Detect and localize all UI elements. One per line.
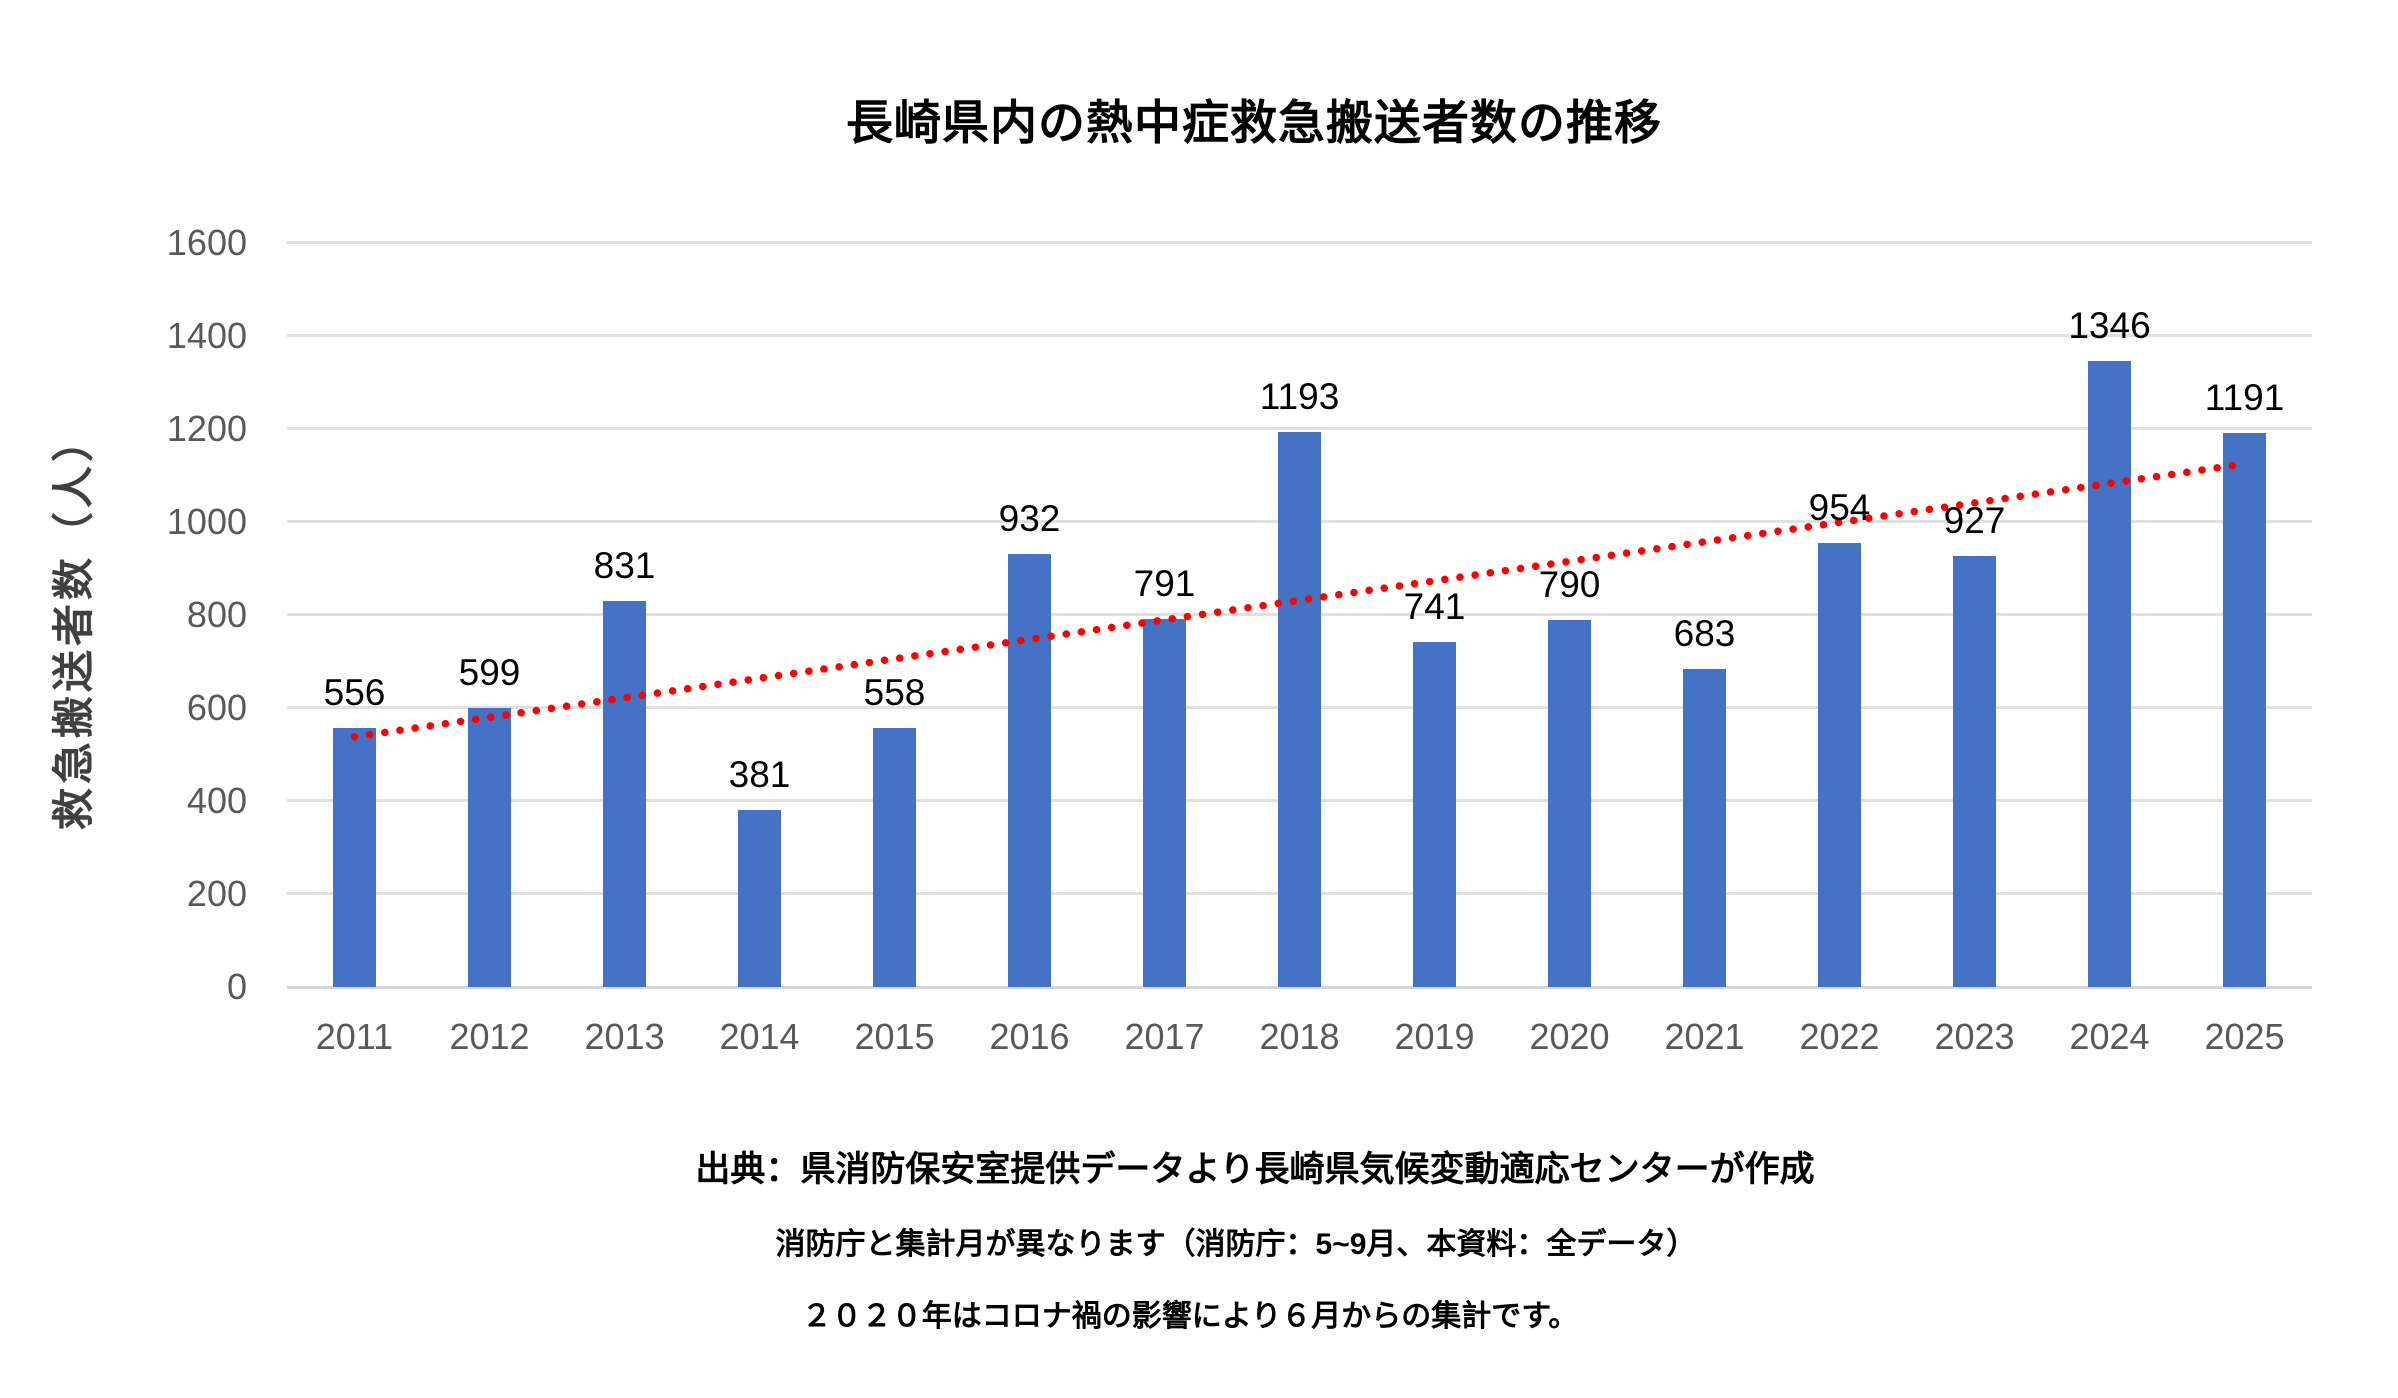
x-tick-label-2021: 2021 <box>1664 1016 1745 1057</box>
bar-value-label-2019: 741 <box>1403 586 1466 628</box>
bar-value-label-2017: 791 <box>1133 563 1196 605</box>
bar-2017 <box>1143 619 1186 987</box>
y-tick-label: 200 <box>186 873 247 914</box>
y-tick-label: 800 <box>186 594 247 635</box>
bar-2013 <box>603 600 646 987</box>
gridline-1600 <box>287 241 2312 244</box>
bar-2011 <box>333 728 376 987</box>
x-axis-line <box>287 986 2312 989</box>
gridline-1400 <box>287 334 2312 337</box>
bar-2025 <box>2223 433 2266 987</box>
bar-value-label-2014: 381 <box>728 753 791 795</box>
bar-value-label-2024: 1346 <box>2068 305 2151 347</box>
bar-value-label-2015: 558 <box>863 671 926 713</box>
bar-value-label-2020: 790 <box>1538 563 1601 605</box>
bar-2020 <box>1548 619 1591 987</box>
x-tick-label-2013: 2013 <box>584 1016 665 1057</box>
x-tick-label-2022: 2022 <box>1799 1016 1880 1057</box>
bar-value-label-2021: 683 <box>1673 613 1736 655</box>
bar-value-label-2012: 599 <box>458 652 521 694</box>
x-tick-label-2011: 2011 <box>315 1016 394 1057</box>
gridline-1200 <box>287 427 2312 430</box>
y-tick-label: 1000 <box>166 501 247 542</box>
bar-2012 <box>468 708 511 987</box>
y-tick-label: 600 <box>186 687 247 728</box>
bar-2024 <box>2088 361 2131 987</box>
x-tick-label-2014: 2014 <box>719 1016 800 1057</box>
y-tick-label: 0 <box>226 966 247 1007</box>
bar-value-label-2011: 556 <box>323 672 386 714</box>
bar-2021 <box>1683 669 1726 987</box>
x-tick-label-2019: 2019 <box>1394 1016 1475 1057</box>
x-tick-label-2015: 2015 <box>854 1016 935 1057</box>
y-tick-label: 1200 <box>166 408 247 449</box>
bar-value-label-2022: 954 <box>1808 487 1871 529</box>
bar-2023 <box>1953 555 1996 987</box>
chart-title: 長崎県内の熱中症救急搬送者数の推移 <box>846 96 1662 149</box>
bar-value-label-2018: 1193 <box>1259 376 1340 418</box>
x-tick-label-2017: 2017 <box>1124 1016 1205 1057</box>
plot-area: 556 599 831 381 558 932 791 1193 741 790 683 954 927… <box>287 241 2312 989</box>
trendline <box>350 460 2249 741</box>
x-tick-label-2024: 2024 <box>2069 1016 2150 1057</box>
x-axis: 2011 2012 2013 2014 2015 2016 2017 2018 2019 2020… <box>287 1016 2312 1066</box>
bar-value-label-2023: 927 <box>1943 499 2006 541</box>
covid-note: ２０２０年はコロナ禍の影響により６月からの集計です。 <box>801 1300 1579 1333</box>
aggregation-period-note: 消防庁と集計月が異なります（消防庁：5~9月、本資料：全データ） <box>775 1228 1697 1261</box>
x-tick-label-2018: 2018 <box>1259 1016 1340 1057</box>
x-tick-label-2020: 2020 <box>1529 1016 1610 1057</box>
x-tick-label-2012: 2012 <box>449 1016 530 1057</box>
x-tick-label-2023: 2023 <box>1934 1016 2015 1057</box>
bar-value-label-2016: 932 <box>998 497 1061 539</box>
bar-value-label-2025: 1191 <box>2204 377 2285 419</box>
bar-2016 <box>1008 553 1051 987</box>
y-axis: 0 200 400 600 800 1000 1200 1400 1600 <box>0 222 247 1007</box>
x-tick-label-2016: 2016 <box>989 1016 1070 1057</box>
bar-2015 <box>873 727 916 987</box>
source-note: 出典：県消防保安室提供データより長崎県気候変動適応センターが作成 <box>695 1150 1815 1189</box>
bar-2019 <box>1413 642 1456 987</box>
y-tick-label: 400 <box>186 780 247 821</box>
bar-2022 <box>1818 543 1861 987</box>
bar-2014 <box>738 809 781 987</box>
trendline-dotted-segment <box>350 460 2249 741</box>
bar-value-label-2013: 831 <box>593 544 656 586</box>
y-tick-label: 1600 <box>166 222 247 263</box>
x-tick-label-2025: 2025 <box>2204 1016 2285 1057</box>
y-tick-label: 1400 <box>166 315 247 356</box>
bar-2018 <box>1278 432 1321 987</box>
